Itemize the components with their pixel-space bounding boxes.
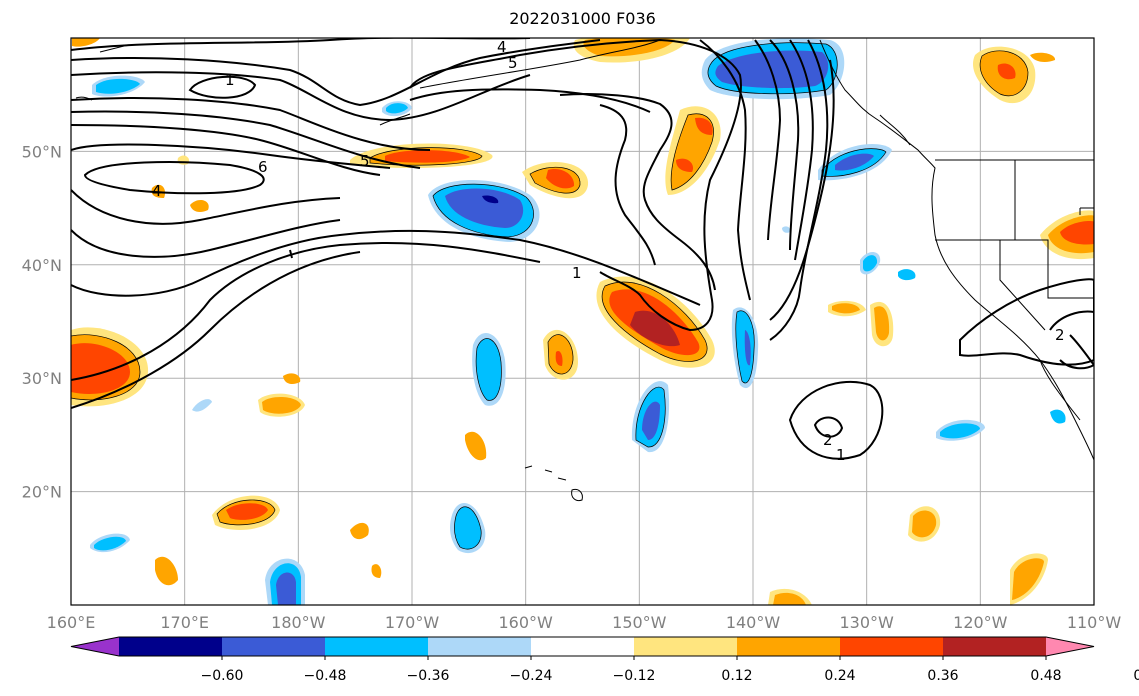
colorbar-tick-label: 0.12 (721, 668, 752, 684)
x-tick-label: 130°W (839, 613, 894, 632)
colorbar-tick-label: −0.12 (613, 668, 656, 684)
x-tick-label: 140°W (726, 613, 781, 632)
contour-label: 5 (360, 152, 370, 170)
x-tick-label: 180°W (271, 613, 326, 632)
y-axis-labels: 50°N 40°N 30°N 20°N (22, 142, 62, 501)
positive-anomaly-swus (1040, 210, 1094, 260)
colorbar-segment (119, 637, 223, 656)
contour-label: 2 (1055, 326, 1065, 344)
contour-label: 2 (823, 431, 833, 449)
colorbar (70, 636, 1095, 657)
colorbar-segment (531, 637, 635, 656)
colorbar-tick-label: −0.36 (407, 668, 450, 684)
x-axis-labels: 160°E 170°E 180°W 170°W 160°W 150°W 140°W 130°W… (47, 613, 1122, 632)
x-tick-label: 160°E (47, 613, 96, 632)
x-tick-label: 110°W (1067, 613, 1122, 632)
map-title: 2022031000 F036 (509, 9, 656, 28)
y-tick-label: 50°N (22, 142, 62, 161)
colorbar-tick-label: −0.24 (510, 668, 553, 684)
colorbar-tick-label: 0.24 (824, 668, 855, 684)
colorbar-segment (222, 637, 326, 656)
colorbar-extend-low (71, 637, 119, 656)
contour-label: 5 (508, 54, 518, 72)
colorbar-segment (325, 637, 429, 656)
contour-label: 1 (836, 446, 846, 464)
colorbar-tick-label: 0.60 (1133, 668, 1139, 684)
x-tick-label: 170°W (385, 613, 440, 632)
y-tick-label: 30°N (22, 369, 62, 388)
colorbar-segment (428, 637, 532, 656)
plot-frame (70, 37, 1095, 606)
x-tick-label: 160°W (498, 613, 553, 632)
x-tick-label: 150°W (612, 613, 667, 632)
colorbar-extend-high (1046, 637, 1094, 656)
contour-label: 6 (258, 158, 268, 176)
colorbar-segment (943, 637, 1047, 656)
contour-label: 1 (225, 71, 235, 89)
negative-anomaly-small (90, 75, 1066, 605)
contour-lines (71, 38, 1094, 460)
colorbar-tick-label: −0.60 (201, 668, 244, 684)
positive-anomaly-west (71, 327, 149, 407)
positive-anomaly-nw (972, 46, 1036, 104)
colorbar-outline (70, 636, 1095, 657)
x-tick-label: 120°W (953, 613, 1008, 632)
colorbar-segment (634, 637, 738, 656)
negative-anomaly-165w (428, 180, 540, 242)
positive-anomaly-central (596, 276, 715, 368)
x-tick-label: 170°E (160, 613, 209, 632)
colorbar-tick-label: 0.48 (1030, 668, 1061, 684)
positive-anomaly-small (72, 38, 1056, 605)
y-tick-label: 40°N (22, 256, 62, 275)
contour-label: 4 (497, 38, 507, 56)
contour-labels: 1 5 4 5 6 4 1 2 1 2 (152, 38, 1065, 464)
colorbar-tick-label: −0.48 (304, 668, 347, 684)
contour-label: 1 (572, 264, 582, 282)
colorbar-segment (840, 637, 944, 656)
y-tick-label: 20°N (22, 483, 62, 502)
anomaly-outlines (71, 42, 1029, 550)
colorbar-tick-labels: −0.60 −0.48 −0.36 −0.24 −0.12 0.12 0.24 0.36 0.4… (201, 656, 1139, 684)
colorbar-segment (737, 637, 841, 656)
contour-label: 4 (152, 182, 162, 200)
colorbar-tick-label: 0.36 (927, 668, 958, 684)
